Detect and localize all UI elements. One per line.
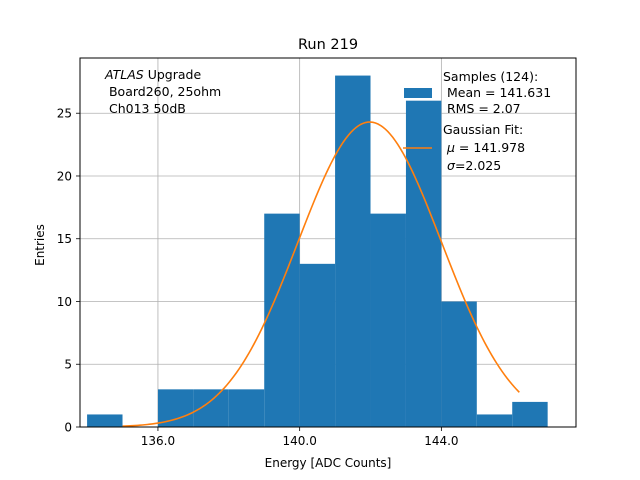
histogram-bar [476, 414, 513, 427]
x-axis-ticks: 136.0 140.0 144.0 [141, 427, 459, 448]
x-axis-label: Energy [ADC Counts] [265, 456, 392, 470]
histogram-bar [87, 414, 123, 427]
legend-samples-swatch [404, 88, 432, 98]
histogram-bars [87, 75, 548, 428]
y-axis-label: Entries [33, 224, 47, 266]
y-tick-label: 0 [64, 421, 72, 435]
y-tick-label: 15 [57, 232, 72, 246]
chart-title: Run 219 [298, 37, 358, 53]
x-tick-label: 140.0 [282, 434, 316, 448]
y-tick-label: 20 [57, 169, 72, 183]
legend-samples-rms: RMS = 2.07 [443, 101, 521, 116]
gaussian-fit-curve [122, 121, 520, 427]
annotation-line-1: ATLAS Upgrade [104, 67, 201, 82]
histogram-bar [228, 389, 265, 427]
histogram-bar [193, 389, 229, 427]
histogram-bar [335, 75, 371, 428]
legend: Samples (124): Mean = 141.631 RMS = 2.07… [403, 69, 551, 173]
legend-sigma-symbol: σ [447, 158, 456, 173]
legend-samples-mean: Mean = 141.631 [443, 85, 551, 100]
legend-mu-symbol: μ [446, 140, 455, 155]
y-tick-label: 5 [64, 358, 72, 372]
annotation-atlas: ATLAS [104, 67, 144, 82]
histogram-bar [264, 213, 300, 427]
histogram-bar [405, 100, 442, 428]
annotation-upgrade: Upgrade [144, 67, 202, 82]
plot-frame [79, 57, 577, 428]
atlas-annotation: ATLAS Upgrade Board260, 25ohm Ch013 50dB [104, 67, 221, 116]
annotation-line-2: Board260, 25ohm [105, 84, 221, 99]
x-tick-label: 144.0 [424, 434, 458, 448]
histogram-bar [512, 401, 548, 427]
legend-mu-value: = 141.978 [455, 140, 525, 155]
legend-samples-title: Samples (124): [443, 69, 538, 84]
histogram-bar [441, 301, 477, 427]
legend-fit-title: Gaussian Fit: [443, 122, 523, 137]
legend-sigma-value: =2.025 [455, 158, 501, 173]
legend-fit-sigma: σ=2.025 [447, 158, 501, 173]
histogram-bar [157, 389, 194, 427]
y-tick-label: 25 [57, 107, 72, 121]
histogram-bar [299, 263, 336, 427]
histogram-bar [370, 213, 406, 427]
annotation-line-3: Ch013 50dB [105, 101, 186, 116]
x-tick-label: 136.0 [141, 434, 175, 448]
y-axis-ticks: 0 5 10 15 20 25 [57, 107, 80, 435]
legend-fit-mu: μ = 141.978 [446, 140, 525, 155]
y-tick-label: 10 [57, 295, 72, 309]
